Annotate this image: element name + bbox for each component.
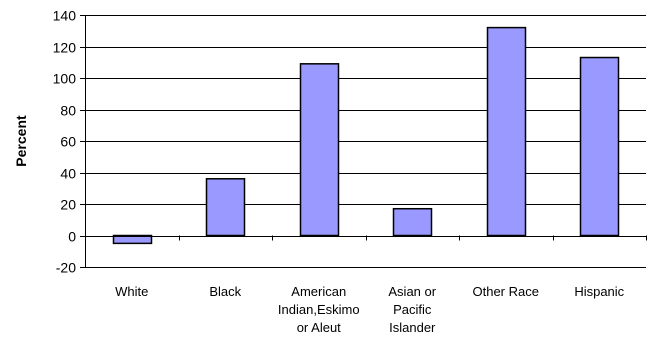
x-category-label-line: Hispanic (574, 284, 624, 299)
x-category-label-line: Asian or (388, 284, 436, 299)
y-tick-label: 20 (60, 197, 76, 213)
x-category-label: Black (209, 284, 241, 299)
y-axis-title: Percent (13, 115, 29, 167)
y-tick-labels: -20 0 20 40 60 80 100 120 140 (53, 8, 77, 276)
bar (112, 234, 153, 245)
bar (579, 56, 620, 237)
bar (205, 178, 246, 237)
y-tick-label: 120 (53, 40, 77, 56)
gridlines (80, 15, 646, 268)
x-category-label-line: or Aleut (297, 320, 341, 335)
bar (299, 63, 340, 237)
x-category-label-line: American (291, 284, 346, 299)
x-category-label-line: White (115, 284, 148, 299)
bar (486, 26, 527, 237)
y-tick-label: -20 (56, 260, 76, 276)
y-tick-label: 0 (68, 229, 76, 245)
bar (392, 207, 433, 237)
x-category-label: Other Race (473, 284, 539, 299)
y-tick-label: 80 (60, 103, 76, 119)
x-category-labels: White Black American Indian,Eskimo or AleutA… (115, 284, 625, 335)
x-category-label-line: Other Race (473, 284, 539, 299)
x-category-label: Hispanic (574, 284, 624, 299)
x-category-label-line: Pacific (393, 302, 432, 317)
x-category-label-line: Black (209, 284, 241, 299)
x-category-label-line: Islander (389, 320, 436, 335)
y-tick-label: 100 (53, 71, 77, 87)
bars (112, 26, 620, 245)
axes (85, 15, 647, 267)
y-tick-label: 40 (60, 166, 76, 182)
x-category-label: American Indian,Eskimo or Aleut (278, 284, 360, 335)
y-tick-label: 60 (60, 134, 76, 150)
x-category-label-line: Indian,Eskimo (278, 302, 360, 317)
y-tick-label: 140 (53, 8, 77, 24)
x-category-label: White (115, 284, 148, 299)
x-category-label: Asian or Pacific Islander (388, 284, 436, 335)
